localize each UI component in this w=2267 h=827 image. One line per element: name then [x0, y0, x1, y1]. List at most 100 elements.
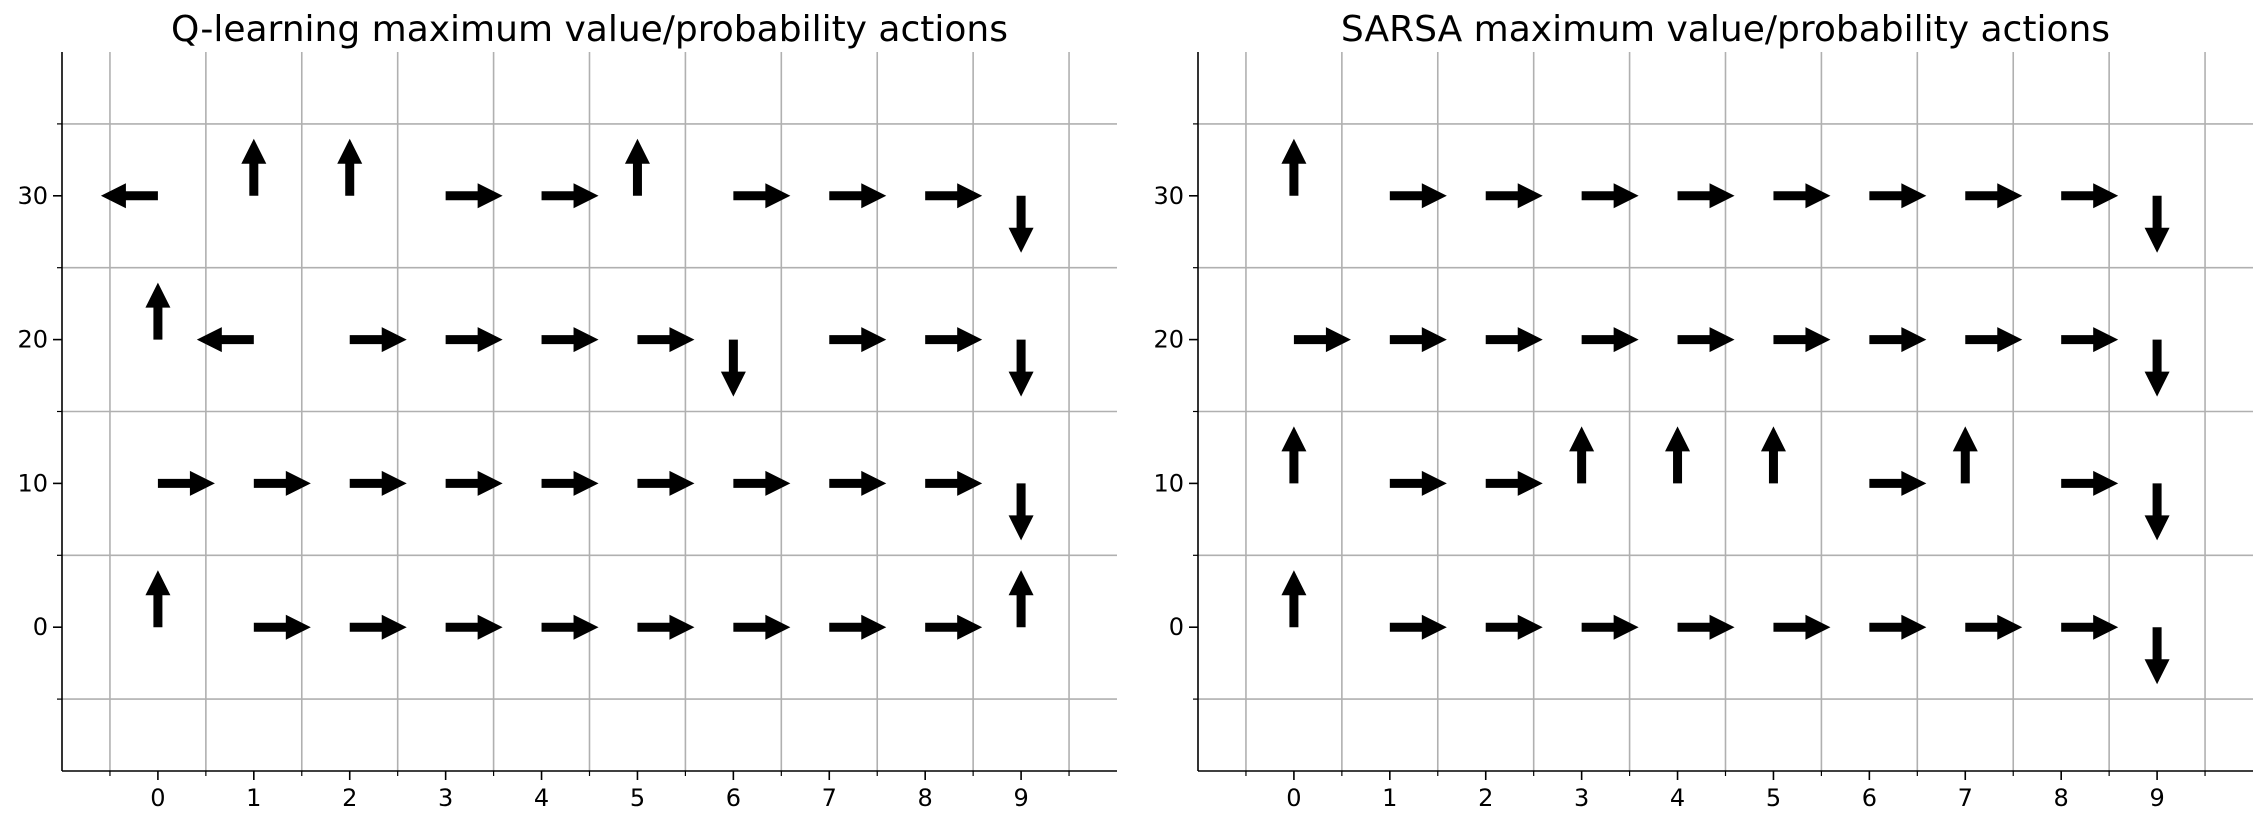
arrow-down-icon: [2144, 483, 2170, 541]
arrow-up-icon: [624, 138, 650, 196]
arrow-right-icon: [1869, 470, 1927, 496]
arrow-down-icon: [1008, 483, 1034, 541]
arrow-right-icon: [1965, 614, 2023, 640]
arrow-down-icon: [2144, 627, 2170, 685]
x-tick-label: 3: [1574, 784, 1589, 812]
arrow-right-icon: [1293, 327, 1351, 353]
y-tick-label: 0: [33, 613, 48, 641]
arrow-right-icon: [733, 470, 791, 496]
arrow-right-icon: [1965, 327, 2023, 353]
arrow-right-icon: [637, 614, 695, 640]
chart-title: SARSA maximum value/probability actions: [1341, 9, 2110, 50]
arrow-right-icon: [1485, 327, 1543, 353]
arrow-right-icon: [2061, 470, 2119, 496]
arrow-left-icon: [196, 327, 254, 353]
arrow-right-icon: [2061, 614, 2119, 640]
arrow-right-icon: [1389, 183, 1447, 209]
arrow-up-icon: [1760, 426, 1786, 484]
x-tick-label: 4: [1670, 784, 1685, 812]
arrow-right-icon: [541, 327, 599, 353]
x-tick-label: 8: [2054, 784, 2069, 812]
arrow-right-icon: [445, 470, 503, 496]
arrow-right-icon: [1869, 614, 1927, 640]
arrow-right-icon: [925, 327, 983, 353]
x-tick-label: 2: [342, 784, 357, 812]
arrow-right-icon: [253, 470, 311, 496]
arrow-right-icon: [445, 327, 503, 353]
arrow-up-icon: [1952, 426, 1978, 484]
arrow-down-icon: [2144, 195, 2170, 253]
arrow-right-icon: [1677, 183, 1735, 209]
arrow-right-icon: [2061, 327, 2119, 353]
arrow-down-icon: [1008, 339, 1034, 397]
arrow-right-icon: [829, 183, 887, 209]
x-tick-label: 5: [1766, 784, 1781, 812]
x-tick-label: 3: [438, 784, 453, 812]
arrow-right-icon: [1965, 183, 2023, 209]
arrow-right-icon: [541, 183, 599, 209]
arrow-up-icon: [1281, 426, 1307, 484]
grid: [1198, 52, 2253, 771]
arrow-up-icon: [1569, 426, 1595, 484]
chart-title: Q-learning maximum value/probability act…: [171, 9, 1008, 50]
arrow-right-icon: [925, 614, 983, 640]
arrow-right-icon: [349, 470, 407, 496]
arrow-right-icon: [445, 614, 503, 640]
arrow-right-icon: [1869, 327, 1927, 353]
x-tick-label: 2: [1478, 784, 1493, 812]
arrow-up-icon: [145, 570, 171, 628]
arrow-right-icon: [733, 183, 791, 209]
arrow-right-icon: [829, 614, 887, 640]
arrow-right-icon: [1869, 183, 1927, 209]
y-tick-label: 10: [1153, 469, 1184, 497]
arrow-right-icon: [925, 183, 983, 209]
arrow-right-icon: [829, 327, 887, 353]
arrow-up-icon: [1281, 138, 1307, 196]
arrow-right-icon: [1389, 470, 1447, 496]
arrow-up-icon: [145, 282, 171, 340]
arrow-up-icon: [241, 138, 267, 196]
arrows: [100, 138, 1034, 640]
arrow-right-icon: [1581, 327, 1639, 353]
q-learning-panel: Q-learning maximum value/probability act…: [17, 9, 1117, 812]
y-tick-label: 20: [17, 326, 48, 354]
arrow-down-icon: [2144, 339, 2170, 397]
y-tick-label: 30: [1153, 182, 1184, 210]
arrow-right-icon: [253, 614, 311, 640]
arrows: [1281, 138, 2170, 685]
x-tick-label: 7: [822, 784, 837, 812]
x-tick-label: 9: [1013, 784, 1028, 812]
arrow-right-icon: [349, 614, 407, 640]
arrow-right-icon: [1485, 183, 1543, 209]
arrow-up-icon: [1665, 426, 1691, 484]
arrow-right-icon: [1485, 614, 1543, 640]
x-tick-label: 5: [630, 784, 645, 812]
arrow-right-icon: [1773, 183, 1831, 209]
arrow-right-icon: [349, 327, 407, 353]
arrow-right-icon: [829, 470, 887, 496]
x-tick-label: 8: [918, 784, 933, 812]
x-tick-label: 9: [2149, 784, 2164, 812]
x-tick-label: 4: [534, 784, 549, 812]
x-tick-label: 1: [1382, 784, 1397, 812]
y-tick-label: 10: [17, 469, 48, 497]
arrow-right-icon: [733, 614, 791, 640]
y-tick-label: 0: [1169, 613, 1184, 641]
arrow-right-icon: [925, 470, 983, 496]
grid: [62, 52, 1117, 771]
arrow-right-icon: [1389, 614, 1447, 640]
arrow-down-icon: [720, 339, 746, 397]
x-tick-label: 0: [150, 784, 165, 812]
arrow-right-icon: [1773, 614, 1831, 640]
arrow-right-icon: [1389, 327, 1447, 353]
arrow-right-icon: [1485, 470, 1543, 496]
x-tick-label: 1: [246, 784, 261, 812]
arrow-right-icon: [1677, 614, 1735, 640]
x-tick-label: 6: [1862, 784, 1877, 812]
arrow-right-icon: [637, 470, 695, 496]
x-tick-label: 7: [1958, 784, 1973, 812]
arrow-up-icon: [337, 138, 363, 196]
arrow-right-icon: [637, 327, 695, 353]
arrow-right-icon: [541, 614, 599, 640]
